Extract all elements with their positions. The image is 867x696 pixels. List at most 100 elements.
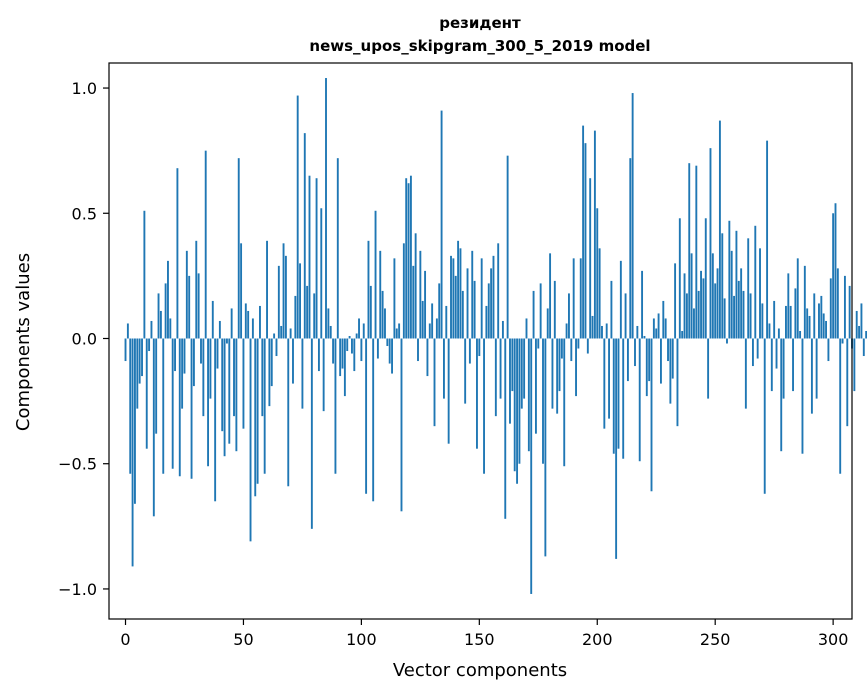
bar [690,253,693,339]
bar [176,168,179,339]
bar [799,330,802,339]
bar [494,338,497,417]
bar [440,110,443,339]
bar [860,303,863,339]
bar [346,338,349,352]
bar [447,338,450,444]
bar [660,338,662,384]
y-tick-label: 0.0 [72,329,97,348]
bar [367,240,370,339]
y-tick-label: 0.5 [72,204,97,223]
bar [789,305,792,339]
bar [504,338,507,519]
bar [372,338,375,502]
bar [473,280,476,339]
y-tick-label: −0.5 [58,455,97,474]
bar [287,338,290,487]
bar [315,178,318,339]
bar [820,295,823,339]
bar [174,338,176,372]
bar [511,338,514,392]
bar [520,338,523,409]
bar [164,283,167,339]
bar [487,283,490,339]
bar [704,218,707,339]
bar [735,230,738,339]
bar [360,338,363,362]
bar [751,338,754,367]
bar [695,165,698,339]
bar [853,338,856,392]
bar [214,338,217,502]
bar [249,338,252,542]
bar [343,338,346,397]
bar [294,295,297,339]
bar [626,338,629,382]
bar [499,338,502,399]
chart-subtitle: news_upos_skipgram_300_5_2019 model [309,37,650,55]
bar [726,338,728,344]
bar [855,310,858,339]
bar [468,338,471,364]
bar [768,323,771,339]
bar [148,338,151,352]
bar [796,258,799,339]
bar [785,305,787,339]
bar [806,308,809,339]
bar [426,338,429,377]
bar [374,210,377,339]
bar [407,183,410,339]
bar [303,133,306,339]
bar [398,323,401,339]
bar [261,338,264,417]
bar [341,338,344,369]
bar [480,258,483,339]
bar [782,338,785,399]
bar [596,208,599,339]
bar [645,338,648,397]
bar [185,250,188,339]
bar [650,338,653,492]
bar [435,318,438,339]
bar [584,143,587,339]
bar [292,338,294,384]
bar [638,338,641,462]
bar [381,290,384,339]
bar [780,338,783,452]
bar [766,140,769,339]
bar [622,338,625,459]
bar [674,263,677,339]
bar [714,283,717,339]
bar [718,120,721,339]
bar [697,290,700,339]
bar [384,308,386,339]
bar [843,275,846,339]
x-axis-ticks: 0 50 100 150 200 250 300 [120,619,848,649]
bar [230,308,233,339]
bar [242,338,245,429]
bar [810,338,813,414]
bar [322,338,325,412]
x-tick-label: 200 [582,630,613,649]
bar [202,338,205,417]
bar [308,175,311,339]
bar [150,320,153,339]
bar [348,335,351,339]
bar [737,280,740,339]
bar [667,338,669,362]
bar [730,250,733,339]
bar [247,310,250,339]
bar [652,318,655,339]
bar [546,308,549,339]
bar [483,338,485,474]
bar [742,290,745,339]
bar [183,338,186,374]
bar [501,320,504,339]
bar [421,300,424,339]
bar [188,275,191,339]
bar [317,338,320,372]
bar [841,338,844,344]
x-tick-label: 50 [233,630,253,649]
bar [744,338,747,409]
bar [355,333,358,339]
